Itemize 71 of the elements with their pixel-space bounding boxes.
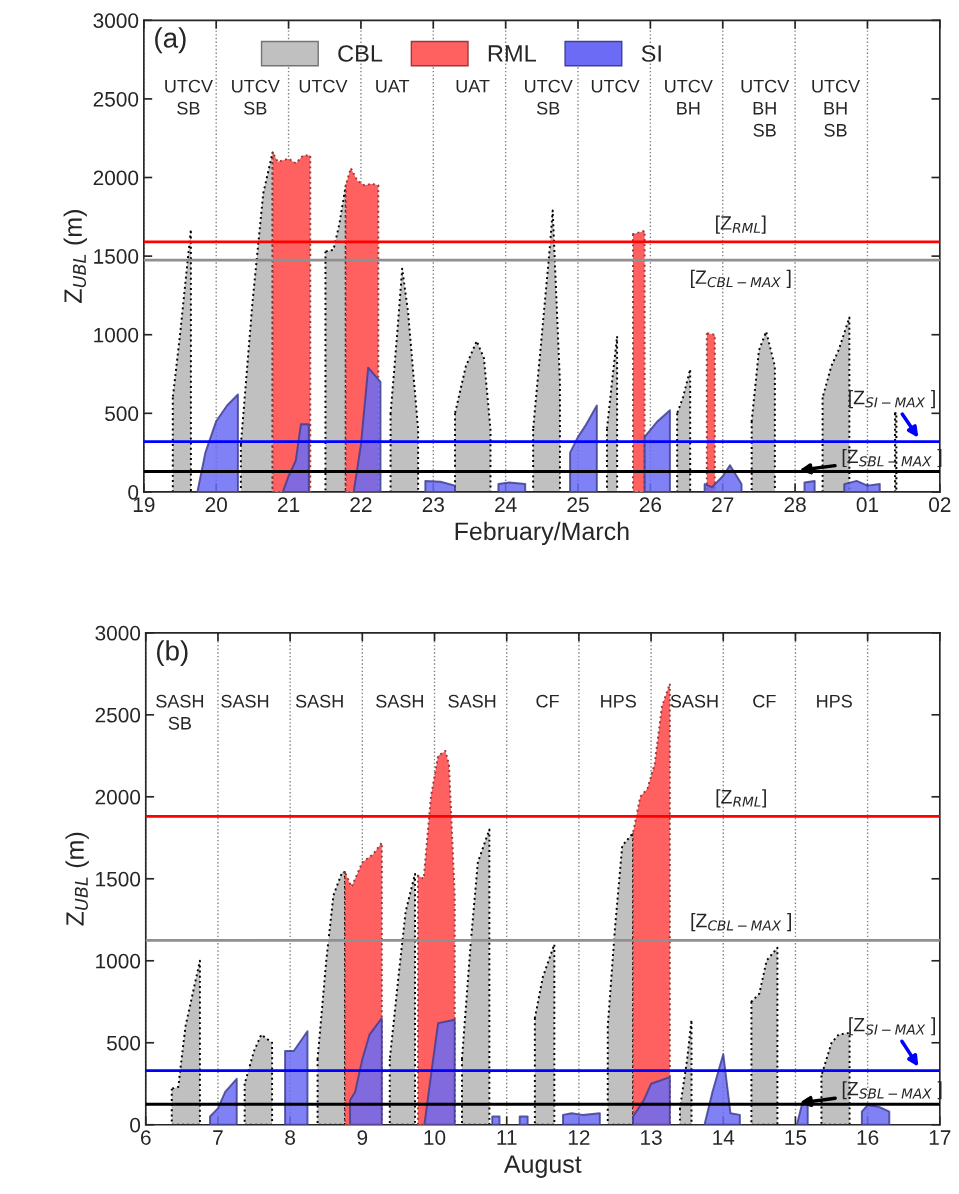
y-tick-label: 2000 xyxy=(93,170,139,186)
y-tick-label: 0 xyxy=(130,1117,141,1133)
x-tick-label: 24 xyxy=(495,497,517,512)
legend-label: CBL xyxy=(338,45,383,62)
x-tick-label: 22 xyxy=(350,497,372,512)
x-tick-label: 20 xyxy=(205,497,227,513)
x-tick-label: 13 xyxy=(641,1130,662,1145)
x-tick-label: 14 xyxy=(713,1130,735,1145)
annotation: UTCV BH xyxy=(665,79,713,115)
ref-line-label: [Z$_{CBL−MAX}$ ] xyxy=(690,269,791,288)
y-tick-label: 2500 xyxy=(93,91,139,107)
y-tick-label: 500 xyxy=(106,1035,141,1051)
x-tick-label: 11 xyxy=(497,1130,517,1145)
annotation: UTCV xyxy=(299,79,348,93)
x-tick-label: 27 xyxy=(712,497,734,512)
legend-label: SI xyxy=(641,45,661,62)
annotation: UAT xyxy=(376,79,410,93)
annotation: (b) xyxy=(157,640,188,667)
ref-line-label: [Z$_{RML}$] xyxy=(716,215,766,234)
annotation: SASH xyxy=(670,694,718,708)
annotation: UTCV SB xyxy=(232,79,280,115)
annotation: CF xyxy=(753,694,776,708)
annotation: UAT xyxy=(456,79,490,93)
x-tick-label: 23 xyxy=(422,497,444,513)
x-tick-label: 12 xyxy=(568,1130,590,1145)
x-axis-title: August xyxy=(503,1155,582,1178)
annotation: UTCV xyxy=(591,79,640,93)
annotation: HPS xyxy=(817,694,852,708)
ref-line-label: [Z$_{SI−MAX}$ ] xyxy=(849,1017,935,1036)
annotation: SASH xyxy=(295,694,343,708)
x-tick-label: 15 xyxy=(785,1130,807,1145)
x-tick-label: 01 xyxy=(856,497,879,513)
annotation: UTCV BH SB xyxy=(812,79,861,137)
x-tick-label: 9 xyxy=(357,1130,368,1145)
x-tick-label: 10 xyxy=(424,1130,446,1145)
ref-line-label: [Z$_{CBL−MAX}$ ] xyxy=(691,913,791,932)
x-tick-label: 8 xyxy=(285,1130,296,1145)
y-tick-label: 1500 xyxy=(94,249,139,264)
x-tick-label: 21 xyxy=(278,497,300,512)
x-tick-label: 16 xyxy=(857,1130,879,1145)
x-tick-label: 28 xyxy=(784,497,806,513)
annotation: HPS xyxy=(601,694,636,708)
annotation: SASH xyxy=(448,694,496,708)
x-tick-label: 6 xyxy=(141,1130,151,1145)
x-tick-label: 7 xyxy=(213,1130,223,1145)
x-tick-label: 02 xyxy=(929,497,951,513)
y-tick-label: 1000 xyxy=(96,953,141,969)
annotation: (a) xyxy=(155,27,186,54)
y-tick-label: 500 xyxy=(105,406,139,422)
x-tick-label: 26 xyxy=(639,497,662,513)
x-tick-label: 25 xyxy=(567,497,589,513)
annotation: CF xyxy=(536,694,559,708)
y-tick-label: 2500 xyxy=(95,707,141,723)
legend-label: RML xyxy=(488,45,536,62)
annotation: SASH SB xyxy=(156,694,204,730)
y-tick-label: 2000 xyxy=(95,789,141,805)
annotation: SASH xyxy=(376,694,423,708)
annotation: SASH xyxy=(221,694,269,708)
y-tick-label: 1000 xyxy=(94,327,139,343)
ref-line-label: [Z$_{SI−MAX}$ ] xyxy=(849,390,935,409)
y-tick-label: 1500 xyxy=(96,871,141,887)
annotation: UTCV SB xyxy=(525,79,573,115)
y-axis-title: Z$_{UBL}$ (m) xyxy=(63,210,87,303)
x-tick-label: 17 xyxy=(929,1130,951,1145)
x-axis-title: February/March xyxy=(455,521,629,546)
ref-line-label: [Z$_{RML}$] xyxy=(716,789,766,808)
annotation: UTCV SB xyxy=(165,79,213,115)
y-tick-label: 3000 xyxy=(93,13,139,29)
y-tick-label: 3000 xyxy=(95,625,141,641)
annotation: UTCV BH SB xyxy=(741,79,790,137)
y-axis-title: Z$_{UBL}$ (m) xyxy=(65,832,89,926)
